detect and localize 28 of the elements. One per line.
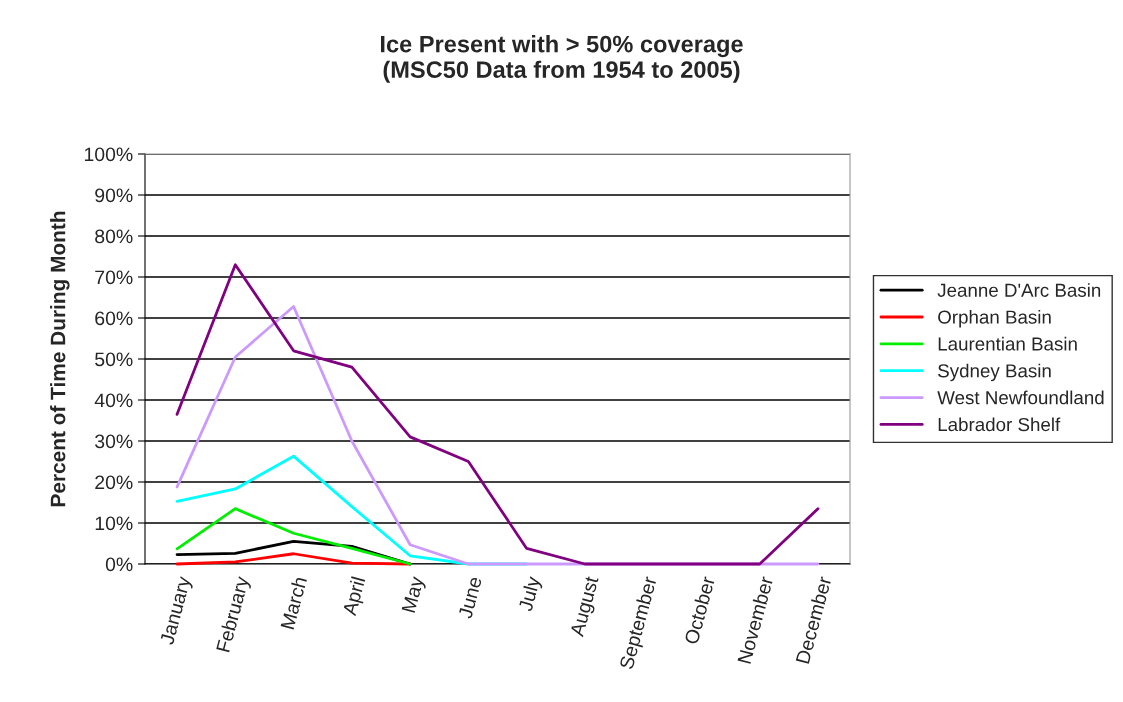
y-tick-label: 90% bbox=[95, 188, 133, 203]
x-tick-label: June bbox=[458, 576, 482, 620]
legend-label: Jeanne D'Arc Basin bbox=[937, 283, 1101, 297]
y-tick-label: 70% bbox=[95, 270, 133, 285]
y-tick-label: 80% bbox=[95, 229, 133, 244]
y-tick-label: 100% bbox=[84, 147, 133, 162]
y-tick-label: 50% bbox=[95, 352, 133, 367]
x-tick-label: July bbox=[517, 575, 545, 613]
y-tick-label: 30% bbox=[95, 434, 133, 449]
x-tick-label: May bbox=[401, 575, 428, 614]
legend-label: Orphan Basin bbox=[938, 309, 1051, 328]
legend-label: Labrador Shelf bbox=[938, 417, 1061, 432]
y-tick-label: 40% bbox=[94, 393, 133, 408]
y-tick-label: 10% bbox=[95, 516, 133, 531]
legend-label: West Newfoundland bbox=[937, 390, 1104, 405]
chart-title: Ice Present with > 50% coverage (MSC50 Data from 1954 to 2005) bbox=[381, 35, 743, 83]
x-tick-label: March bbox=[280, 576, 308, 630]
y-tick-label: 20% bbox=[95, 475, 133, 490]
legend-label: Sydney Basin bbox=[938, 363, 1051, 382]
y-tick-label: 60% bbox=[95, 311, 133, 326]
line-series bbox=[175, 507, 412, 566]
y-axis-title: Percent of Time During Month bbox=[50, 211, 70, 507]
x-tick-label: April bbox=[341, 576, 370, 618]
y-tick-label: 0% bbox=[105, 557, 133, 572]
x-tick-label: January bbox=[159, 575, 195, 647]
x-tick-label: October bbox=[683, 575, 716, 645]
x-tick-label: August bbox=[569, 575, 603, 639]
legend-label: Laurentian Basin bbox=[938, 336, 1077, 351]
